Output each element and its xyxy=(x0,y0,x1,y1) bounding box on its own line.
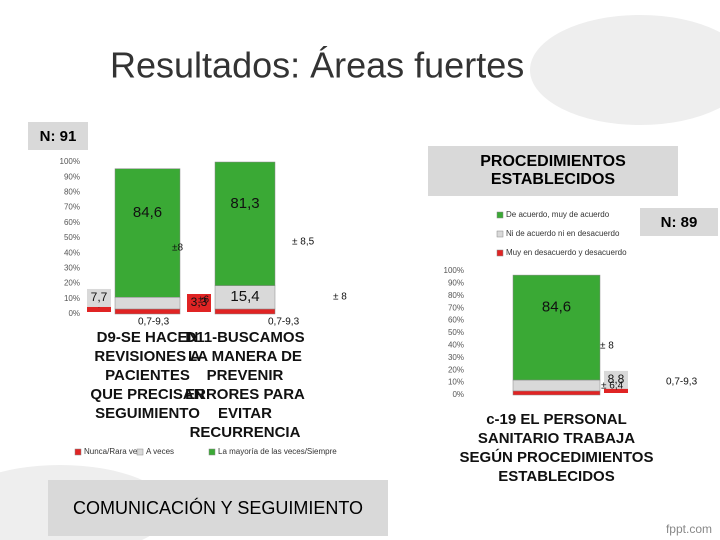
category-label: D9-SE HACEN REVISIONES A PACIENTES QUE P… xyxy=(90,329,205,422)
bar-segment xyxy=(114,168,181,298)
annotation: ± 6,4 xyxy=(601,381,624,392)
y-tick-label: 70% xyxy=(448,303,464,312)
label-box xyxy=(187,294,211,312)
y-tick-label: 80% xyxy=(64,188,80,197)
label-box xyxy=(604,370,628,389)
slide-title: Resultados: Áreas fuertes xyxy=(110,45,524,86)
annotation: ±6 xyxy=(198,295,209,306)
bar-segment xyxy=(512,379,601,392)
y-tick-label: 50% xyxy=(448,328,464,337)
n-label: N: 91 xyxy=(28,122,88,150)
y-tick-label: 0% xyxy=(68,309,80,318)
annotation: ± 8,5 xyxy=(292,237,315,248)
y-tick-label: 100% xyxy=(444,266,464,275)
y-tick-label: 50% xyxy=(64,233,80,242)
bar-segment xyxy=(214,161,276,286)
legend-label: Ni de acuerdo ni en desacuerdo xyxy=(506,229,620,238)
footer: fppt.com xyxy=(666,522,712,536)
label-box xyxy=(87,288,111,307)
category-label: c-19 EL PERSONAL SANITARIO TRABAJA SEGÚN… xyxy=(459,411,654,485)
legend-swatch xyxy=(208,448,216,456)
legend-label: De acuerdo, muy de acuerdo xyxy=(506,210,610,219)
legend-label: Nunca/Rara vez xyxy=(84,447,141,456)
legend-label: A veces xyxy=(146,447,174,456)
y-tick-label: 40% xyxy=(64,248,80,257)
data-label: 15,4 xyxy=(230,288,259,305)
data-label: 81,3 xyxy=(230,195,259,212)
legend-label: La mayoría de las veces/Siempre xyxy=(218,447,337,456)
y-tick-label: 0% xyxy=(452,390,464,399)
annotation: 0,7-9,3 xyxy=(666,377,698,388)
section-box: COMUNICACIÓN Y SEGUIMIENTO xyxy=(48,480,388,536)
legend-label: Muy en desacuerdo y desacuerdo xyxy=(506,248,627,257)
annotation: ± 8 xyxy=(333,292,347,303)
y-tick-label: 40% xyxy=(448,341,464,350)
y-tick-label: 30% xyxy=(448,353,464,362)
legend-swatch xyxy=(496,230,504,238)
n-label: N: 89 xyxy=(640,208,718,236)
y-tick-label: 70% xyxy=(64,203,80,212)
y-tick-label: 30% xyxy=(64,264,80,273)
bar-segment xyxy=(512,274,601,381)
y-tick-label: 100% xyxy=(60,157,80,166)
y-tick-label: 90% xyxy=(448,279,464,288)
category-label: D11-BUSCAMOS LA MANERA DE PREVENIR ERROR… xyxy=(185,329,305,441)
annotation: ± 8 xyxy=(600,341,614,352)
bar-segment xyxy=(114,308,181,315)
annotation: 0,7-9,3 xyxy=(268,317,300,328)
data-label: 7,7 xyxy=(91,290,108,304)
y-tick-label: 80% xyxy=(448,291,464,300)
legend-swatch xyxy=(496,211,504,219)
section-box: PROCEDIMIENTOS ESTABLECIDOS xyxy=(428,146,678,196)
y-tick-label: 20% xyxy=(64,279,80,288)
y-tick-label: 60% xyxy=(448,316,464,325)
y-tick-label: 10% xyxy=(64,294,80,303)
y-tick-label: 90% xyxy=(64,172,80,181)
bar-segment xyxy=(214,308,276,315)
annotation: ±8 xyxy=(172,243,183,254)
legend-swatch xyxy=(496,249,504,257)
y-tick-label: 60% xyxy=(64,218,80,227)
annotation: 0,7-9,3 xyxy=(138,317,170,328)
data-label: 84,6 xyxy=(542,299,571,316)
bar-segment xyxy=(114,297,181,310)
data-label: 84,6 xyxy=(133,204,162,221)
y-tick-label: 20% xyxy=(448,365,464,374)
pill-decoration xyxy=(530,15,720,125)
legend-swatch xyxy=(136,448,144,456)
data-label: 3,3 xyxy=(191,295,208,309)
legend-swatch xyxy=(74,448,82,456)
y-tick-label: 10% xyxy=(448,378,464,387)
bar-segment xyxy=(512,390,601,396)
data-label: 8,8 xyxy=(608,372,625,386)
